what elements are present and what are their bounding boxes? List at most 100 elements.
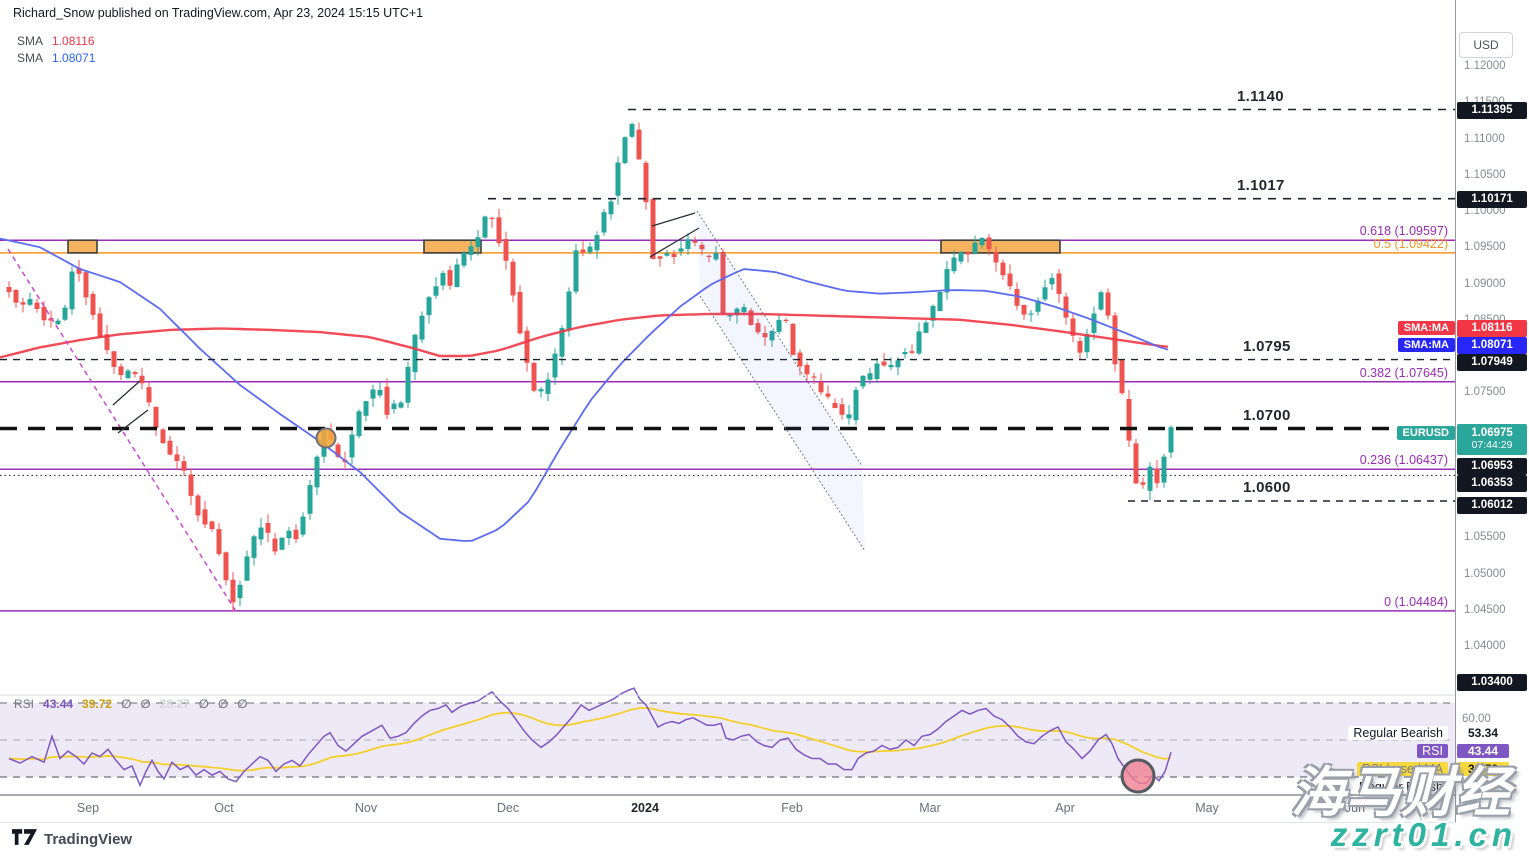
tradingview-logo-icon: [12, 829, 37, 850]
rsi-row-value: 53.34: [1467, 726, 1499, 740]
time-axis[interactable]: Sep Oct Nov Dec 2024 Feb Mar Apr May Jun: [0, 795, 1455, 823]
time-axis-month: 2024: [631, 801, 659, 815]
sma-blue-line: [0, 237, 1169, 542]
level-label[interactable]: 1.0700: [1243, 406, 1291, 424]
level-label[interactable]: 1.1017: [1237, 176, 1285, 194]
currency-toggle-button[interactable]: USD: [1459, 32, 1513, 58]
supply-zone: [940, 239, 1061, 254]
tradingview-logo[interactable]: TradingView: [12, 829, 132, 850]
level-label[interactable]: 1.1140: [1237, 87, 1284, 105]
rsi-ma-line: [8, 706, 1172, 772]
fib-label[interactable]: 0.236 (1.06437): [1359, 453, 1448, 468]
indicator-legend[interactable]: SMA 1.08116 SMA 1.08071: [17, 33, 95, 67]
price-tick: 1.04500: [1464, 603, 1506, 616]
level-label[interactable]: 1.0600: [1243, 479, 1291, 496]
time-axis-month: Apr: [1055, 801, 1075, 815]
time-axis-month: Dec: [496, 801, 520, 815]
attribution-text: Richard_Snow published on TradingView.co…: [13, 6, 424, 20]
price-badge: 1.08116: [1457, 319, 1527, 337]
price-tick: 1.10500: [1464, 168, 1506, 181]
sma-legend-label: SMA: [17, 51, 44, 65]
price-tick: 1.05500: [1464, 531, 1506, 544]
rsi-row-chip: RSI-based MA: [1356, 762, 1448, 776]
price-badge: 1.08071: [1457, 336, 1527, 354]
price-badge: 1.07949: [1457, 353, 1527, 371]
sma-red-line: [0, 312, 1169, 359]
rsi-line: [8, 687, 1172, 788]
rsi-row-label: Regular Bullish: [1353, 780, 1448, 794]
price-badge-value: 1.06012: [1471, 499, 1513, 511]
price-tick: 1.10000: [1464, 205, 1506, 217]
rsi-legend-item: RSI: [14, 697, 35, 711]
price-tick: 1.07500: [1464, 386, 1506, 399]
rsi-row-value: 28.27: [1467, 780, 1499, 794]
plot-name-chip: EURUSD: [1396, 426, 1455, 440]
price-axis[interactable]: 1.120001.115001.110001.105001.100001.095…: [1456, 0, 1529, 823]
price-badge: 1.06012: [1457, 496, 1527, 514]
sma-legend-row[interactable]: SMA 1.08071: [17, 50, 95, 67]
price-badge-value: 1.08071: [1471, 339, 1513, 351]
price-tick: 1.09000: [1464, 277, 1506, 290]
rsi-legend-item: 28.27: [159, 697, 190, 711]
sma-legend-row[interactable]: SMA 1.08116: [17, 33, 95, 50]
rsi-row-chip: Regular Bullish: [1353, 780, 1448, 794]
pattern-trendline: [117, 409, 149, 434]
time-axis-month: Oct: [214, 801, 234, 815]
rsi-row-label: RSI-based MA: [1356, 762, 1448, 776]
pattern-trendline: [651, 212, 696, 227]
level-label[interactable]: 1.0795: [1243, 337, 1291, 355]
price-badge: 1.06975 07:44:29: [1457, 423, 1527, 455]
plot-name-chip: SMA:MA: [1397, 338, 1455, 352]
time-axis-month: Feb: [781, 801, 803, 815]
rsi-circle-marker: [1120, 758, 1156, 794]
price-badge-value: 1.06353: [1471, 477, 1513, 489]
time-axis-month: Mar: [919, 801, 941, 815]
rsi-legend-item: 43.44: [43, 697, 74, 711]
price-badge-value: 1.10171: [1471, 193, 1513, 205]
descending-channel: [697, 211, 865, 551]
price-badge: 1.03400: [1457, 673, 1527, 691]
time-axis-month: Sep: [76, 801, 100, 815]
rsi-legend-item: 39.72: [82, 697, 113, 711]
fib-label[interactable]: 0 (1.04484): [1384, 594, 1448, 609]
candles-layer: [6, 122, 1174, 612]
rsi-row-chip: Regular Bearish: [1348, 726, 1448, 740]
price-circle-marker: [315, 427, 337, 449]
price-tick: 1.11000: [1464, 132, 1505, 145]
fib-label[interactable]: 0.382 (1.07645): [1359, 365, 1448, 380]
price-tick: 1.04000: [1464, 640, 1506, 652]
fib-label[interactable]: 0.618 (1.09597): [1359, 224, 1448, 239]
price-badge-value: 1.06975: [1471, 427, 1513, 439]
rsi-legend-item: ∅: [121, 697, 132, 711]
price-badge-value: 1.08116: [1471, 322, 1513, 334]
rsi-legend-item: ∅: [217, 697, 229, 711]
price-badge: 1.06353: [1457, 474, 1527, 492]
fib-label[interactable]: 0.5 (1.09422): [1373, 236, 1448, 251]
supply-zone: [423, 239, 482, 254]
magenta-trendline: [7, 248, 238, 614]
watermark-cjk: 海马财经: [1291, 763, 1511, 823]
sma-legend-label: SMA: [17, 34, 44, 48]
time-axis-month: May: [1195, 801, 1219, 815]
time-axis-month: Nov: [354, 801, 378, 815]
price-badge-value: 1.03400: [1471, 676, 1513, 688]
tradingview-wordmark: TradingView: [44, 831, 133, 848]
watermark-url: zzrt01.cn: [1330, 816, 1517, 853]
sma-legend-value: 1.08116: [52, 34, 95, 48]
price-tick: 1.09500: [1464, 241, 1506, 254]
rsi-row-value: 43.44: [1457, 744, 1509, 758]
price-badge-countdown: 07:44:29: [1471, 439, 1513, 451]
rsi-legend-item: ∅: [237, 697, 248, 711]
rsi-legend-item: ∅: [140, 697, 151, 711]
price-badge: 1.10171: [1457, 190, 1527, 208]
price-badge-value: 1.11395: [1471, 104, 1513, 116]
price-tick: 1.12000: [1464, 60, 1506, 72]
plot-name-chip: SMA:MA: [1397, 321, 1455, 335]
price-tick: 1.05000: [1464, 567, 1506, 580]
rsi-legend[interactable]: RSI 43.44 39.72 ∅ ∅ 28.27 ∅ ∅ ∅: [14, 697, 248, 711]
rsi-legend-item: ∅: [198, 697, 209, 711]
price-badge: 1.11395: [1457, 101, 1527, 119]
pattern-trendline: [112, 380, 141, 406]
